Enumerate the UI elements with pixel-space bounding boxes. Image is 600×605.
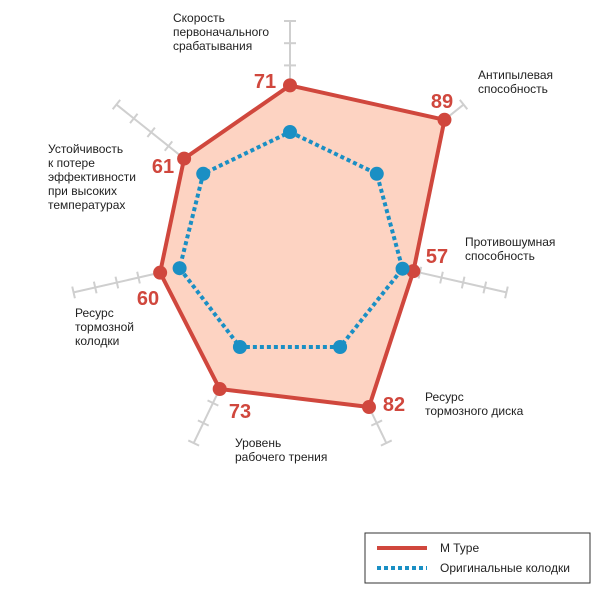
series-line	[158, 83, 447, 409]
axis-tick	[136, 271, 141, 284]
legend-box	[364, 532, 591, 584]
axis-tick	[460, 276, 466, 289]
category-label-line: Уровень	[235, 436, 281, 450]
data-point	[283, 125, 297, 139]
category-label-line: Скорость	[173, 11, 225, 25]
data-point	[437, 112, 452, 127]
category-label-line: способность	[465, 249, 535, 263]
data-point	[177, 151, 192, 166]
data-point	[369, 166, 384, 181]
data-point	[212, 382, 227, 397]
value-label: 61	[152, 156, 174, 178]
category-label-line: первоначального	[173, 25, 269, 39]
data-point	[333, 340, 348, 355]
axis-tick	[111, 99, 121, 110]
axis-tick	[71, 286, 76, 299]
category-label-line: Антипылевая	[478, 68, 553, 82]
category-label: Скорость первоначального срабатывания	[173, 11, 269, 53]
data-point	[361, 400, 376, 415]
data-point	[283, 78, 297, 93]
axis-tick	[197, 419, 210, 427]
axis-tick	[129, 113, 139, 124]
value-label: 89	[431, 91, 453, 113]
axis-tick	[114, 276, 120, 289]
category-label: Ресурс тормозного диска	[425, 390, 524, 418]
category-label-line: срабатывания	[173, 39, 252, 53]
category-label-line: Ресурс	[425, 390, 464, 404]
category-label-line: способность	[478, 82, 548, 96]
data-point	[172, 261, 187, 276]
legend-label: Оригинальные колодки	[440, 561, 570, 575]
series-line	[177, 130, 405, 349]
value-label: 82	[383, 394, 405, 416]
category-label-line: тормозного диска	[425, 404, 524, 418]
value-label: 73	[229, 401, 251, 423]
category-label-line: Ресурс	[75, 306, 114, 320]
axis-tick	[92, 281, 98, 294]
category-label: Антипылевая способность	[478, 68, 553, 96]
category-label: Противошумная способность	[465, 235, 555, 263]
category-label-line: к потере	[48, 156, 95, 170]
axis-tick	[459, 99, 469, 110]
data-point	[406, 264, 421, 279]
value-label: 60	[137, 288, 159, 310]
axis-tick	[504, 286, 509, 299]
category-label: Устойчивость к потере эффективности при выс…	[48, 142, 136, 212]
data-point	[196, 166, 211, 181]
axis-tick	[187, 439, 200, 447]
axis-tick	[146, 126, 156, 138]
data-point	[153, 265, 168, 280]
category-label-line: температурах	[48, 198, 125, 212]
data-point	[232, 340, 247, 355]
data-point	[395, 261, 410, 276]
category-label-line: при высоких	[48, 184, 117, 198]
axis-tick	[163, 140, 174, 152]
category-label-line: тормозной	[75, 320, 134, 334]
axis-tick	[380, 439, 393, 447]
axis-tick	[439, 271, 444, 284]
category-label-line: рабочего трения	[235, 450, 327, 464]
category-label-line: эффективности	[48, 170, 136, 184]
axis-tick	[482, 281, 488, 294]
category-label-line: Противошумная	[465, 235, 555, 249]
axis-tick	[370, 419, 383, 427]
category-label-line: Устойчивость	[48, 142, 123, 156]
category-label-line: колодки	[75, 334, 119, 348]
category-label: Уровень рабочего трения	[235, 436, 327, 464]
value-label: 71	[254, 71, 276, 93]
category-label: Ресурс тормозной колодки	[75, 306, 134, 348]
axis-tick	[207, 399, 219, 407]
value-label: 57	[426, 246, 448, 268]
legend-label: M Type	[440, 541, 479, 555]
